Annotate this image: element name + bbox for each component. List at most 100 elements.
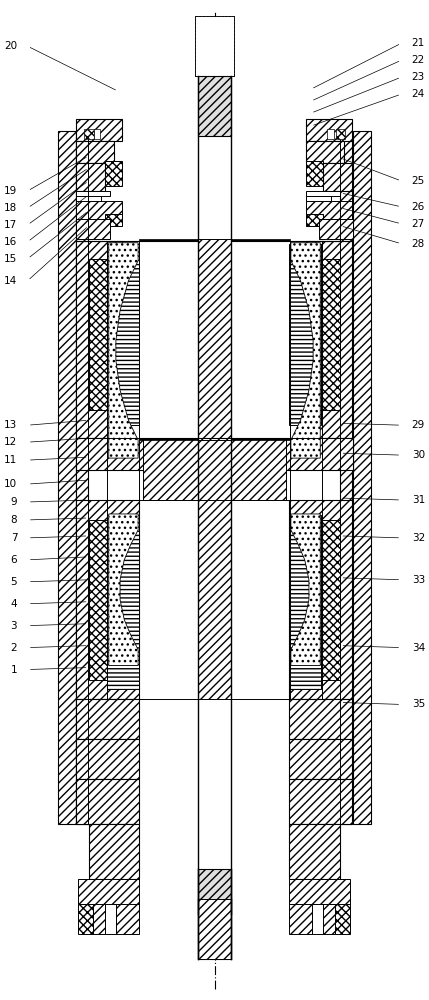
Text: 20: 20 bbox=[4, 41, 17, 51]
Bar bbox=[336, 129, 345, 139]
Text: 10: 10 bbox=[4, 479, 17, 489]
Text: 4: 4 bbox=[11, 599, 17, 609]
Bar bbox=[76, 163, 106, 191]
Text: 32: 32 bbox=[412, 533, 425, 543]
Text: 23: 23 bbox=[412, 72, 425, 82]
Polygon shape bbox=[109, 243, 138, 458]
Bar bbox=[323, 163, 352, 191]
Bar bbox=[198, 136, 231, 869]
Text: 29: 29 bbox=[412, 420, 425, 430]
Bar bbox=[76, 119, 122, 141]
Bar bbox=[306, 214, 323, 226]
Bar bbox=[306, 141, 344, 163]
Bar bbox=[323, 904, 335, 934]
Bar bbox=[231, 438, 290, 440]
Text: 18: 18 bbox=[4, 203, 17, 213]
Bar bbox=[306, 161, 323, 186]
Bar bbox=[76, 739, 139, 779]
Bar bbox=[198, 899, 231, 959]
Text: 2: 2 bbox=[11, 643, 17, 653]
Bar bbox=[139, 438, 198, 440]
Bar bbox=[76, 219, 109, 239]
Bar bbox=[289, 739, 352, 779]
Text: 19: 19 bbox=[4, 186, 17, 196]
Bar bbox=[320, 259, 340, 410]
Text: 17: 17 bbox=[4, 220, 17, 230]
Text: 22: 22 bbox=[412, 55, 425, 65]
Text: 11: 11 bbox=[4, 455, 17, 465]
Bar bbox=[306, 119, 352, 141]
Bar bbox=[78, 879, 139, 904]
Bar bbox=[198, 239, 231, 438]
Bar bbox=[306, 196, 331, 201]
Bar bbox=[108, 515, 139, 689]
Bar bbox=[76, 779, 139, 824]
Bar bbox=[195, 16, 234, 76]
Bar bbox=[76, 241, 122, 438]
Bar bbox=[76, 141, 114, 163]
Text: 8: 8 bbox=[11, 515, 17, 525]
Bar bbox=[289, 699, 352, 739]
Bar bbox=[198, 869, 231, 959]
Bar bbox=[76, 191, 109, 196]
Bar bbox=[106, 904, 116, 934]
Bar bbox=[89, 824, 139, 879]
Text: 1: 1 bbox=[11, 665, 17, 675]
Polygon shape bbox=[109, 514, 138, 666]
Bar bbox=[139, 239, 198, 241]
Text: 13: 13 bbox=[4, 420, 17, 430]
Bar bbox=[198, 440, 231, 500]
Text: 27: 27 bbox=[412, 219, 425, 229]
Bar bbox=[306, 241, 352, 438]
Bar bbox=[289, 244, 320, 425]
Bar bbox=[106, 161, 122, 186]
Text: 28: 28 bbox=[412, 239, 425, 249]
Bar bbox=[76, 131, 88, 824]
Bar bbox=[78, 904, 93, 934]
Bar bbox=[306, 201, 352, 219]
Bar bbox=[335, 904, 350, 934]
Text: 26: 26 bbox=[412, 202, 425, 212]
Bar bbox=[289, 500, 352, 699]
Bar bbox=[76, 201, 122, 219]
Bar bbox=[94, 129, 100, 139]
Text: 34: 34 bbox=[412, 643, 425, 653]
Bar bbox=[108, 244, 139, 425]
Bar bbox=[89, 520, 108, 680]
Bar bbox=[289, 904, 312, 934]
Bar bbox=[353, 131, 371, 824]
Bar bbox=[198, 500, 231, 699]
Text: 31: 31 bbox=[412, 495, 425, 505]
Bar bbox=[143, 438, 202, 500]
Bar bbox=[85, 129, 94, 139]
Bar bbox=[327, 129, 334, 139]
Text: 9: 9 bbox=[11, 497, 17, 507]
Bar bbox=[306, 191, 340, 196]
Polygon shape bbox=[291, 514, 320, 666]
Bar bbox=[58, 131, 76, 824]
Text: 30: 30 bbox=[412, 450, 425, 460]
Bar bbox=[289, 879, 350, 904]
Bar bbox=[289, 779, 352, 824]
Bar bbox=[198, 76, 231, 136]
Bar bbox=[289, 515, 320, 689]
Text: 35: 35 bbox=[412, 699, 425, 709]
Text: 21: 21 bbox=[412, 38, 425, 48]
Text: 7: 7 bbox=[11, 533, 17, 543]
Bar bbox=[76, 699, 139, 739]
Polygon shape bbox=[291, 243, 320, 458]
Bar bbox=[93, 904, 106, 934]
Bar bbox=[312, 904, 323, 934]
Text: 6: 6 bbox=[11, 555, 17, 565]
Bar bbox=[76, 500, 139, 699]
Bar bbox=[76, 438, 353, 470]
Text: 15: 15 bbox=[4, 254, 17, 264]
Bar bbox=[116, 904, 139, 934]
Text: 33: 33 bbox=[412, 575, 425, 585]
Text: 25: 25 bbox=[412, 176, 425, 186]
Bar bbox=[320, 520, 340, 680]
Text: 3: 3 bbox=[11, 621, 17, 631]
Bar bbox=[227, 438, 286, 500]
Text: 16: 16 bbox=[4, 237, 17, 247]
Bar bbox=[76, 196, 101, 201]
